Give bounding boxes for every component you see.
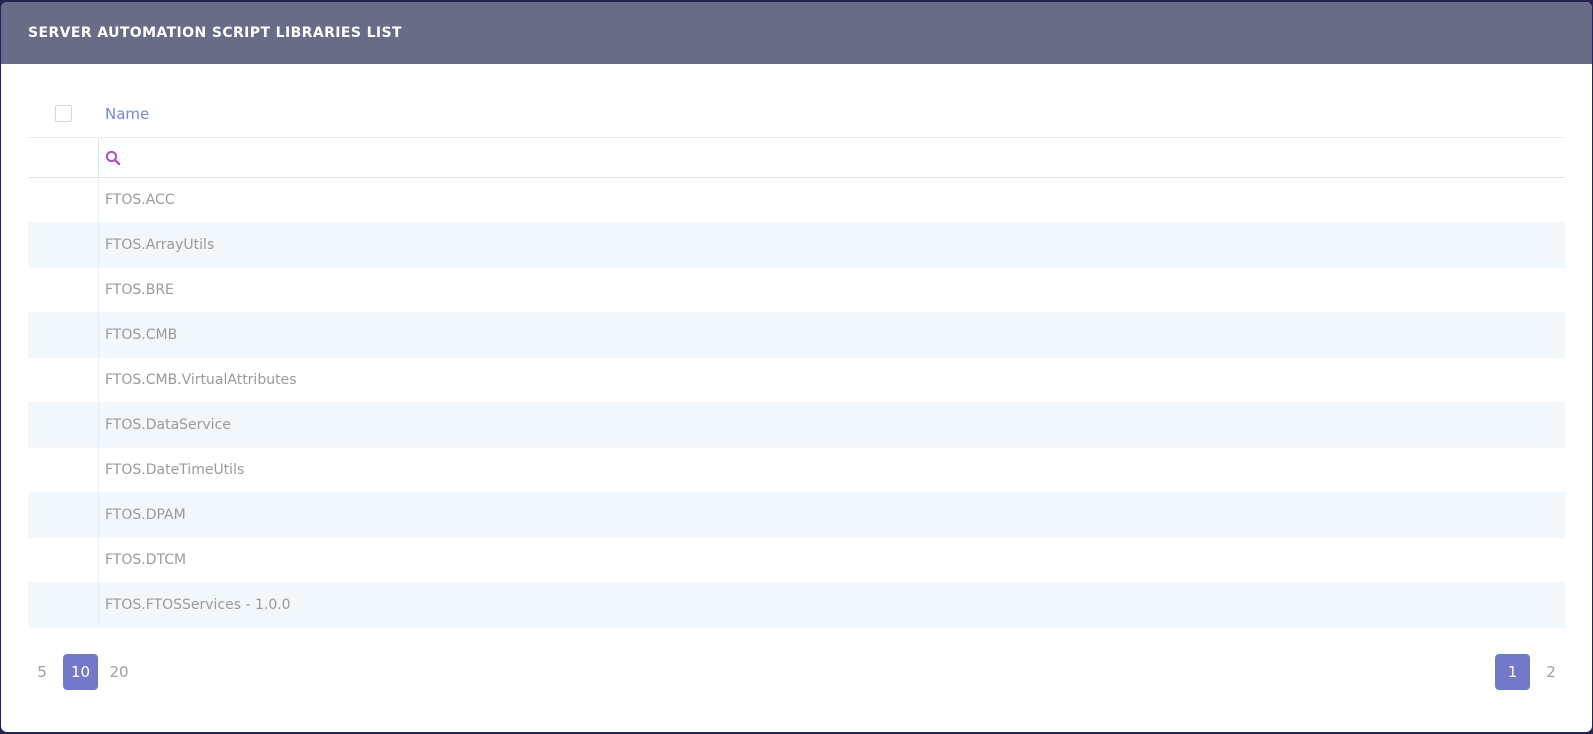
row-checkbox-cell xyxy=(28,538,99,582)
table-row[interactable]: FTOS.DPAM xyxy=(28,493,1565,538)
page-size-option-5[interactable]: 5 xyxy=(37,663,47,681)
table-row[interactable]: FTOS.ArrayUtils xyxy=(28,223,1565,268)
table-row[interactable]: FTOS.CMB xyxy=(28,313,1565,358)
search-icon xyxy=(105,150,121,165)
row-name-cell[interactable]: FTOS.DateTimeUtils xyxy=(105,462,245,478)
row-name-cell[interactable]: FTOS.ACC xyxy=(105,192,175,208)
row-name-cell[interactable]: FTOS.CMB.VirtualAttributes xyxy=(105,372,297,388)
row-checkbox-cell xyxy=(28,313,99,357)
panel-title: SERVER AUTOMATION SCRIPT LIBRARIES LIST xyxy=(28,25,402,41)
panel-content: Name FTOS.ACC FTOS.ArrayUtils FTOS.BRE FTOS… xyxy=(1,90,1592,690)
table-header-row: Name xyxy=(28,90,1565,138)
filter-row-spacer xyxy=(28,138,99,177)
row-checkbox-cell xyxy=(28,268,99,312)
row-name-cell[interactable]: FTOS.ArrayUtils xyxy=(105,237,215,253)
table-filter-row xyxy=(28,138,1565,178)
row-name-cell[interactable]: FTOS.CMB xyxy=(105,327,178,343)
table-row[interactable]: FTOS.FTOSServices - 1.0.0 xyxy=(28,583,1565,628)
table-row[interactable]: FTOS.DataService xyxy=(28,403,1565,448)
row-name-cell[interactable]: FTOS.DataService xyxy=(105,417,231,433)
select-all-cell xyxy=(28,90,99,137)
page-number-2[interactable]: 2 xyxy=(1546,663,1556,681)
table-row[interactable]: FTOS.CMB.VirtualAttributes xyxy=(28,358,1565,403)
row-name-cell[interactable]: FTOS.FTOSServices - 1.0.0 xyxy=(105,597,291,613)
table-row[interactable]: FTOS.DTCM xyxy=(28,538,1565,583)
page-size-option-20[interactable]: 20 xyxy=(109,663,129,681)
name-filter-cell xyxy=(99,138,1565,177)
row-checkbox-cell xyxy=(28,358,99,402)
table-row[interactable]: FTOS.BRE xyxy=(28,268,1565,313)
row-name-cell[interactable]: FTOS.DPAM xyxy=(105,507,186,523)
select-all-checkbox[interactable] xyxy=(55,105,72,122)
name-filter-wrap xyxy=(105,149,1565,166)
page-size-selector: 5 10 20 xyxy=(28,654,133,690)
row-checkbox-cell xyxy=(28,583,99,627)
row-checkbox-cell xyxy=(28,223,99,267)
page-size-option-10[interactable]: 10 xyxy=(63,654,98,690)
row-checkbox-cell xyxy=(28,178,99,222)
panel-titlebar: SERVER AUTOMATION SCRIPT LIBRARIES LIST xyxy=(1,2,1592,64)
row-checkbox-cell xyxy=(28,403,99,447)
row-checkbox-cell xyxy=(28,448,99,492)
row-name-cell[interactable]: FTOS.BRE xyxy=(105,282,174,298)
row-name-cell[interactable]: FTOS.DTCM xyxy=(105,552,187,568)
row-checkbox-cell xyxy=(28,493,99,537)
column-header-name[interactable]: Name xyxy=(105,104,150,123)
table-row[interactable]: FTOS.ACC xyxy=(28,178,1565,223)
table-body: FTOS.ACC FTOS.ArrayUtils FTOS.BRE FTOS.CMB F… xyxy=(28,178,1565,628)
table-row[interactable]: FTOS.DateTimeUtils xyxy=(28,448,1565,493)
name-filter-input[interactable] xyxy=(127,149,1565,166)
page-number-1[interactable]: 1 xyxy=(1495,654,1530,690)
